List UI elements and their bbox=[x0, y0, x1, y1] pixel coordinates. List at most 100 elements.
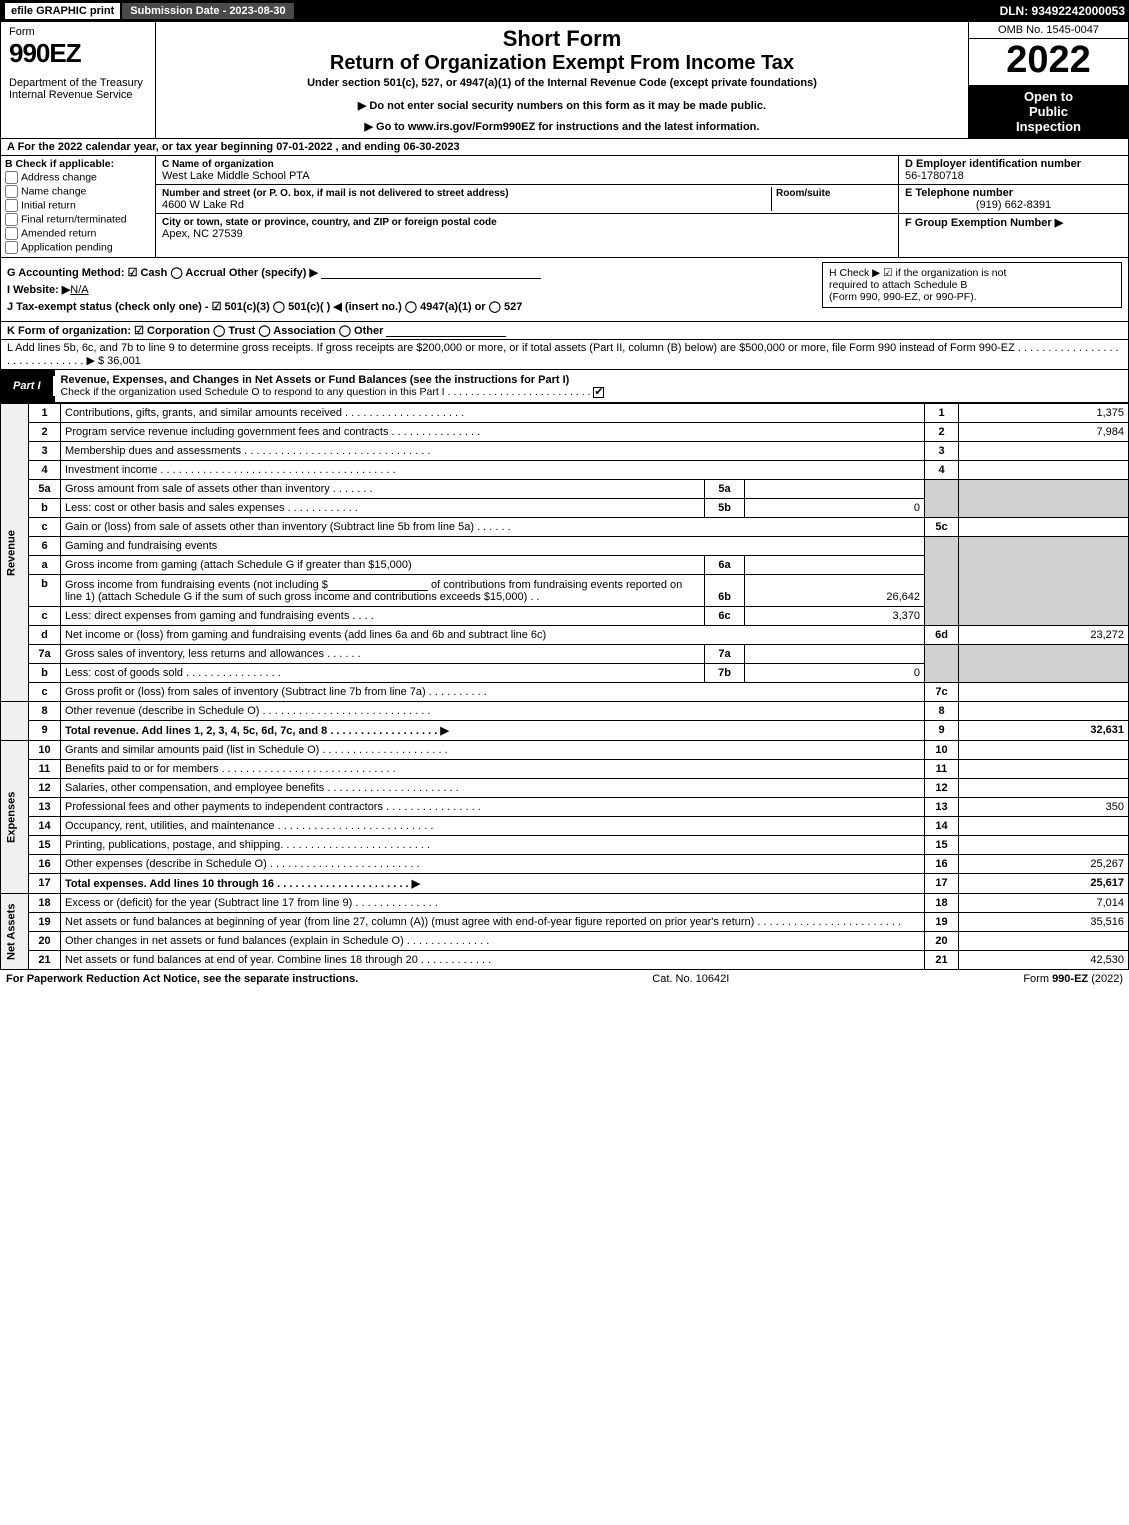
check-final-return[interactable]: Final return/terminated bbox=[5, 213, 151, 226]
line-14-num: 14 bbox=[29, 817, 61, 836]
line-6b-sl: 6b bbox=[705, 575, 745, 607]
line-2-amt: 7,984 bbox=[959, 423, 1129, 442]
line-4-num: 4 bbox=[29, 461, 61, 480]
short-form-title: Short Form bbox=[162, 26, 962, 52]
line-7a-sl: 7a bbox=[705, 645, 745, 664]
phone-value: (919) 662-8391 bbox=[905, 199, 1122, 211]
line-7c-desc: Gross profit or (loss) from sales of inv… bbox=[61, 683, 925, 702]
h-schedule-b-box: H Check ▶ ☑ if the organization is not r… bbox=[822, 262, 1122, 308]
line-8-desc: Other revenue (describe in Schedule O) .… bbox=[61, 702, 925, 721]
dept-irs: Internal Revenue Service bbox=[9, 89, 151, 101]
line-11-desc: Benefits paid to or for members . . . . … bbox=[61, 760, 925, 779]
line-6d-num: d bbox=[29, 626, 61, 645]
form-label: Form bbox=[9, 26, 151, 38]
line-8-amt bbox=[959, 702, 1129, 721]
line-16-desc: Other expenses (describe in Schedule O) … bbox=[61, 855, 925, 874]
dept-treasury: Department of the Treasury bbox=[9, 77, 151, 89]
line-15-ln: 15 bbox=[925, 836, 959, 855]
c-name-label: C Name of organization bbox=[162, 159, 274, 170]
line-11-amt bbox=[959, 760, 1129, 779]
line-14-amt bbox=[959, 817, 1129, 836]
org-address: 4600 W Lake Rd bbox=[162, 199, 244, 211]
line-20-ln: 20 bbox=[925, 932, 959, 951]
line-13-ln: 13 bbox=[925, 798, 959, 817]
line-13-desc: Professional fees and other payments to … bbox=[61, 798, 925, 817]
check-initial-return[interactable]: Initial return bbox=[5, 199, 151, 212]
line-17-amt: 25,617 bbox=[959, 874, 1129, 894]
line-18-num: 18 bbox=[29, 894, 61, 913]
line-21-num: 21 bbox=[29, 951, 61, 970]
l-amount: 36,001 bbox=[107, 355, 141, 367]
part-i-title: Revenue, Expenses, and Changes in Net As… bbox=[61, 374, 570, 386]
line-5a-sl: 5a bbox=[705, 480, 745, 499]
line-6c-sl: 6c bbox=[705, 607, 745, 626]
line-19-desc: Net assets or fund balances at beginning… bbox=[61, 913, 925, 932]
line-5b-desc: Less: cost or other basis and sales expe… bbox=[61, 499, 705, 518]
check-name-change[interactable]: Name change bbox=[5, 185, 151, 198]
line-12-amt bbox=[959, 779, 1129, 798]
check-address-change[interactable]: Address change bbox=[5, 171, 151, 184]
line-5c-amt bbox=[959, 518, 1129, 537]
goto-link[interactable]: ▶ Go to www.irs.gov/Form990EZ for instru… bbox=[162, 120, 962, 133]
line-5a-desc: Gross amount from sale of assets other t… bbox=[61, 480, 705, 499]
line-13-num: 13 bbox=[29, 798, 61, 817]
check-amended-return[interactable]: Amended return bbox=[5, 227, 151, 240]
line-19-amt: 35,516 bbox=[959, 913, 1129, 932]
line-1-ln: 1 bbox=[925, 404, 959, 423]
line-5b-sv: 0 bbox=[745, 499, 925, 518]
ssn-note: ▶ Do not enter social security numbers o… bbox=[162, 99, 962, 112]
line-17-ln: 17 bbox=[925, 874, 959, 894]
line-6c-sv: 3,370 bbox=[745, 607, 925, 626]
line-2-desc: Program service revenue including govern… bbox=[61, 423, 925, 442]
efile-badge[interactable]: efile GRAPHIC print bbox=[4, 2, 121, 20]
b-label: B Check if applicable: bbox=[5, 158, 114, 170]
under-section: Under section 501(c), 527, or 4947(a)(1)… bbox=[162, 77, 962, 89]
col-b-checkboxes: B Check if applicable: Address change Na… bbox=[1, 156, 156, 257]
line-1-amt: 1,375 bbox=[959, 404, 1129, 423]
check-application-pending[interactable]: Application pending bbox=[5, 241, 151, 254]
line-6a-sv bbox=[745, 556, 925, 575]
line-7b-sl: 7b bbox=[705, 664, 745, 683]
line-2-ln: 2 bbox=[925, 423, 959, 442]
line-7c-num: c bbox=[29, 683, 61, 702]
line-3-desc: Membership dues and assessments . . . . … bbox=[61, 442, 925, 461]
line-10-num: 10 bbox=[29, 741, 61, 760]
line-6a-num: a bbox=[29, 556, 61, 575]
dln-number: DLN: 93492242000053 bbox=[1000, 4, 1125, 18]
line-6b-desc: Gross income from fundraising events (no… bbox=[61, 575, 705, 607]
line-14-desc: Occupancy, rent, utilities, and maintena… bbox=[61, 817, 925, 836]
revenue-side-label: Revenue bbox=[1, 404, 29, 702]
line-17-desc: Total expenses. Add lines 10 through 16 … bbox=[61, 874, 925, 894]
room-label: Room/suite bbox=[776, 188, 830, 199]
line-3-num: 3 bbox=[29, 442, 61, 461]
line-15-num: 15 bbox=[29, 836, 61, 855]
line-9-desc: Total revenue. Add lines 1, 2, 3, 4, 5c,… bbox=[61, 721, 925, 741]
line-7a-desc: Gross sales of inventory, less returns a… bbox=[61, 645, 705, 664]
line-9-ln: 9 bbox=[925, 721, 959, 741]
paperwork-notice: For Paperwork Reduction Act Notice, see … bbox=[6, 973, 358, 985]
line-7b-desc: Less: cost of goods sold . . . . . . . .… bbox=[61, 664, 705, 683]
line-16-num: 16 bbox=[29, 855, 61, 874]
part-i-label: Part I bbox=[1, 376, 55, 396]
top-bar: efile GRAPHIC print Submission Date - 20… bbox=[0, 0, 1129, 22]
line-12-desc: Salaries, other compensation, and employ… bbox=[61, 779, 925, 798]
row-k-form-of-org: K Form of organization: ☑ Corporation ◯ … bbox=[0, 322, 1129, 340]
part-i-header: Part I Revenue, Expenses, and Changes in… bbox=[0, 370, 1129, 403]
e-phone-label: E Telephone number bbox=[905, 187, 1013, 199]
line-5a-num: 5a bbox=[29, 480, 61, 499]
lines-table: Revenue 1 Contributions, gifts, grants, … bbox=[0, 403, 1129, 970]
line-9-num: 9 bbox=[29, 721, 61, 741]
open-to-public: Open to Public Inspection bbox=[969, 85, 1128, 138]
line-21-ln: 21 bbox=[925, 951, 959, 970]
line-6d-desc: Net income or (loss) from gaming and fun… bbox=[61, 626, 925, 645]
form-header: Form 990EZ Department of the Treasury In… bbox=[0, 22, 1129, 139]
line-12-num: 12 bbox=[29, 779, 61, 798]
line-20-amt bbox=[959, 932, 1129, 951]
row-l-gross-receipts: L Add lines 5b, 6c, and 7b to line 9 to … bbox=[0, 340, 1129, 370]
line-5c-ln: 5c bbox=[925, 518, 959, 537]
line-9-amt: 32,631 bbox=[959, 721, 1129, 741]
part-i-schedule-o-check[interactable] bbox=[593, 387, 604, 398]
line-5b-sl: 5b bbox=[705, 499, 745, 518]
line-6d-ln: 6d bbox=[925, 626, 959, 645]
omb-number: OMB No. 1545-0047 bbox=[969, 22, 1128, 39]
